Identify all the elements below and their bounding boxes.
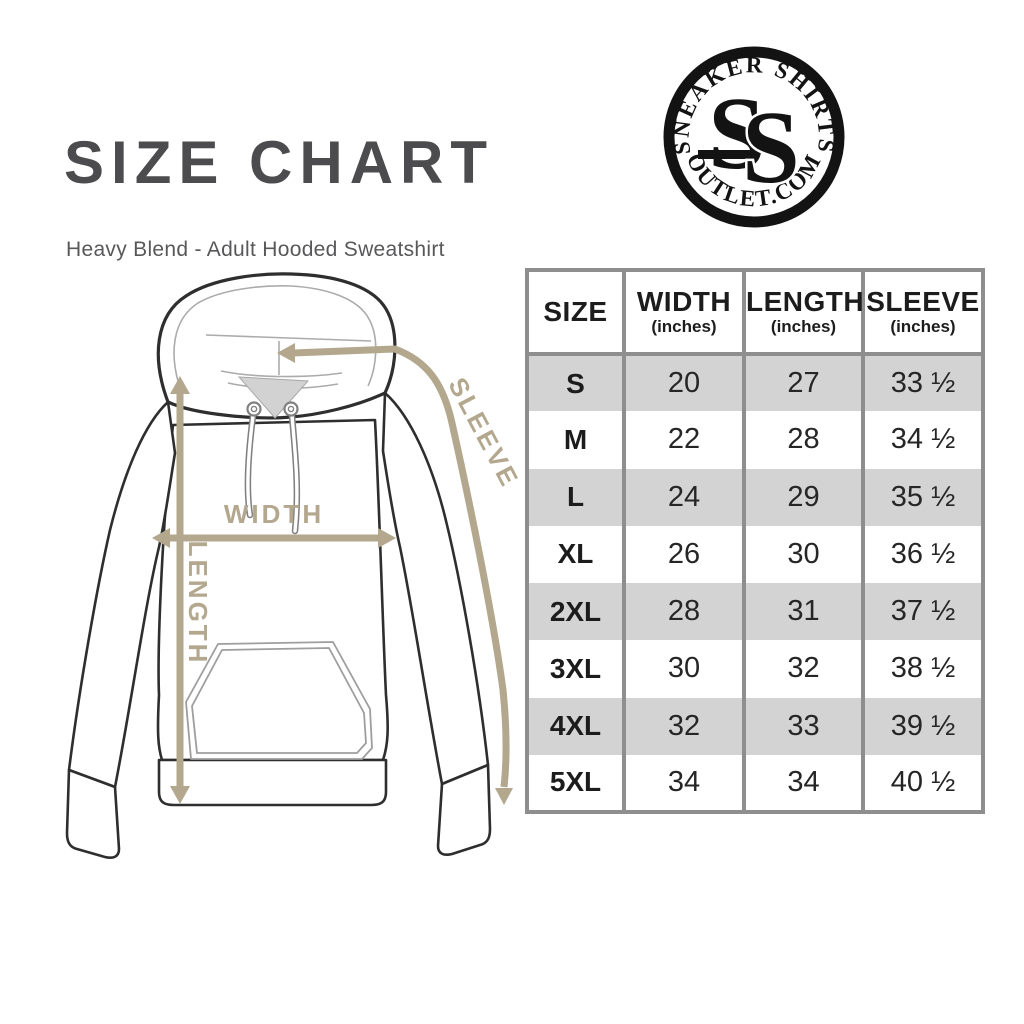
drawstrings xyxy=(244,401,301,535)
table-row: 2XL 28 31 37 ½ xyxy=(527,583,983,641)
table-row: S 20 27 33 ½ xyxy=(527,354,983,412)
table-cell: 20 xyxy=(622,354,744,412)
table-cell: 33 ½ xyxy=(861,354,983,412)
hood-inner-lines xyxy=(173,285,377,392)
table-cell: S xyxy=(566,367,585,399)
kangaroo-pocket xyxy=(185,641,373,760)
table-row: 5XL 34 34 40 ½ xyxy=(527,754,983,812)
table-cell: XL xyxy=(557,538,594,570)
table-cell: 24 xyxy=(622,468,744,526)
logo-ss-monogram-icon: S S xyxy=(698,76,802,208)
column-header: SIZE xyxy=(527,270,624,356)
table-cell: 38 ½ xyxy=(861,640,983,698)
table-cell: 40 ½ xyxy=(861,754,983,812)
table-cell: 32 xyxy=(622,697,744,755)
table-cell: 36 ½ xyxy=(861,525,983,583)
table-cell: 37 ½ xyxy=(861,583,983,641)
table-cell: 31 xyxy=(742,583,863,641)
table-cell: 3XL xyxy=(549,652,602,684)
column-header: SLEEVE (inches) xyxy=(861,270,983,356)
left-cuff xyxy=(65,768,121,860)
table-cell: L xyxy=(566,481,585,513)
table-row: L 24 29 35 ½ xyxy=(527,468,983,526)
svg-text:S: S xyxy=(708,76,766,191)
table-cell: 4XL xyxy=(549,710,602,742)
table-cell: 28 xyxy=(742,411,863,469)
waistband xyxy=(157,758,388,807)
table-cell: 29 xyxy=(742,468,863,526)
table-cell: 39 ½ xyxy=(861,697,983,755)
width-label: WIDTH xyxy=(224,499,324,529)
table-cell: 34 xyxy=(622,754,744,812)
table-cell: 34 xyxy=(742,754,863,812)
neck-shade-triangle xyxy=(237,376,310,419)
column-header: LENGTH (inches) xyxy=(742,270,864,356)
table-cell: 34 ½ xyxy=(861,411,983,469)
table-cell: 5XL xyxy=(549,766,602,798)
table-row: 3XL 30 32 38 ½ xyxy=(527,640,983,698)
size-table-body: S 20 27 33 ½ M 22 28 34 ½ L 24 29 35 ½ XL 26 30 36 ½ 2XL… xyxy=(527,354,983,812)
table-cell: 27 xyxy=(742,354,863,412)
table-cell: 2XL xyxy=(549,595,602,627)
svg-text:S: S xyxy=(742,90,800,205)
table-row: 4XL 32 33 39 ½ xyxy=(527,697,983,755)
table-cell: 28 xyxy=(622,583,744,641)
hoodie-measurement-diagram: WIDTH LENGTH SLEEVE xyxy=(65,272,525,860)
brand-logo: SNEAKER SHIRTS OUTLET.COM S S xyxy=(663,46,845,228)
sleeve-arrow xyxy=(277,343,513,805)
logo-ring xyxy=(663,46,845,228)
right-sleeve xyxy=(381,391,490,786)
monogram-crossbar xyxy=(698,150,756,159)
table-cell: M xyxy=(563,423,588,455)
size-table: SIZE WIDTH (inches) LENGTH (inches) SLEEVE (in… xyxy=(525,268,985,814)
table-cell: 32 xyxy=(742,640,863,698)
width-arrow xyxy=(152,528,396,548)
table-cell: 26 xyxy=(622,525,744,583)
table-row: M 22 28 34 ½ xyxy=(527,411,983,469)
page-subtitle: Heavy Blend - Adult Hooded Sweatshirt xyxy=(66,238,445,261)
table-cell: 22 xyxy=(622,411,744,469)
page-title: SIZE CHART xyxy=(64,129,494,196)
table-cell: 35 ½ xyxy=(861,468,983,526)
table-row: XL 26 30 36 ½ xyxy=(527,525,983,583)
table-cell: 30 xyxy=(742,525,863,583)
table-cell: 30 xyxy=(622,640,744,698)
length-label: LENGTH xyxy=(183,541,213,666)
column-header: WIDTH (inches) xyxy=(622,270,744,356)
size-table-header-row: SIZE WIDTH (inches) LENGTH (inches) SLEEVE (in… xyxy=(527,270,983,356)
table-cell: 33 xyxy=(742,697,863,755)
length-arrow xyxy=(170,376,190,804)
right-cuff xyxy=(436,763,492,857)
